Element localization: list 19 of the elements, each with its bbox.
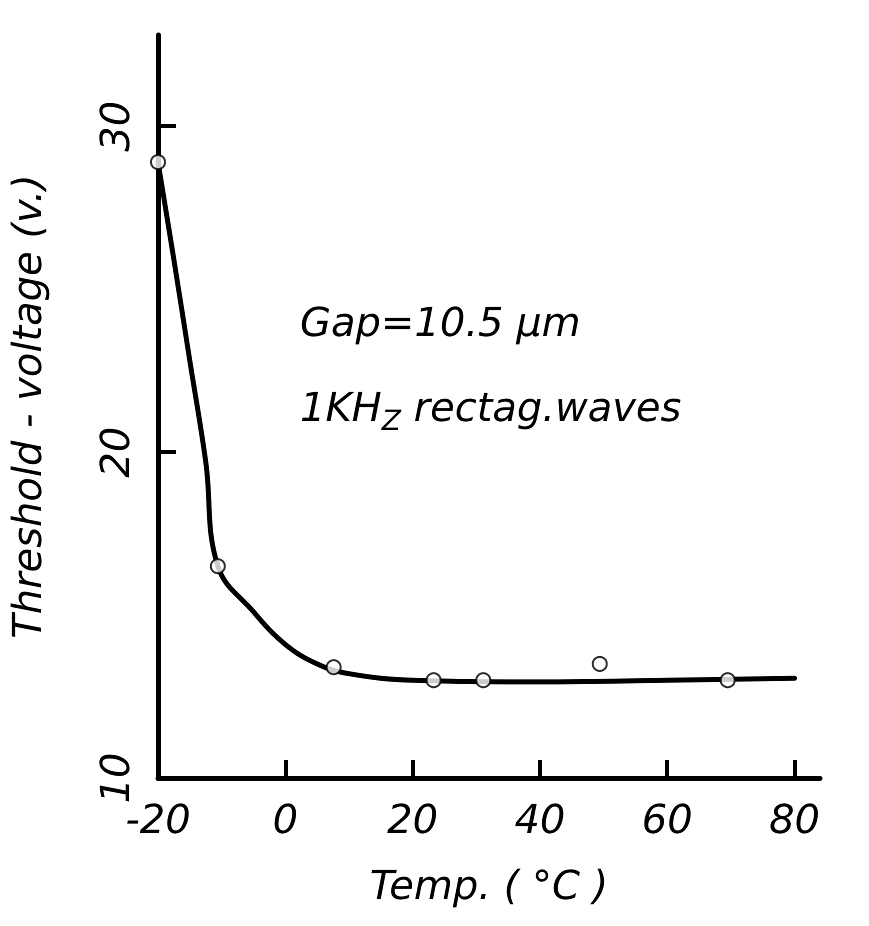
x-tick-label: 20: [387, 797, 438, 843]
x-tick-label: 80: [769, 797, 820, 843]
point: [426, 672, 442, 688]
x-tick-label: 60: [642, 797, 693, 843]
point: [210, 558, 226, 574]
point: [150, 154, 166, 170]
annotation: 1KH$_{Z}$ rectag.waves: [300, 385, 682, 437]
x-tick-label: 40: [514, 797, 566, 843]
y-axis-title: Threshold - voltage (v.): [5, 174, 51, 639]
x-axis-title: Temp. ( °C ): [370, 863, 608, 909]
y-tick-label: 10: [93, 752, 139, 804]
x-tick-label: 0: [272, 797, 298, 843]
y-tick-label: 30: [93, 100, 139, 152]
point: [592, 656, 608, 672]
point: [326, 659, 342, 676]
point: [720, 672, 736, 688]
annotation: Gap=10.5 μm: [300, 300, 581, 346]
y-tick-label: 20: [93, 426, 139, 478]
point: [475, 672, 492, 688]
